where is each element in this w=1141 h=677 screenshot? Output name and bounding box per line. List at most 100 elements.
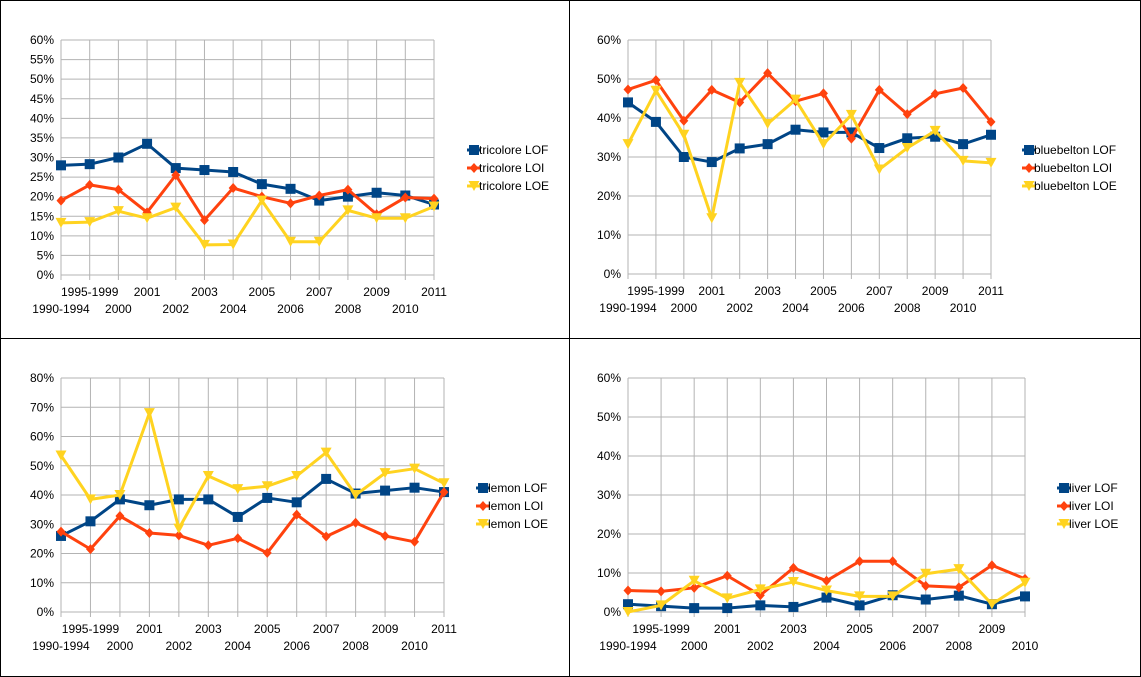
legend: tricolore LOF tricolore LOI tricolore LOE [467, 143, 549, 193]
x-tick-label: 2004 [224, 639, 251, 653]
data-point [85, 544, 95, 555]
x-tick-label: 2001 [714, 622, 741, 636]
chart-tricolore: 0% 5% 10% 15% 20% 25% 30% 35% 40% 45% 50% 55% 60% 199… [30, 33, 549, 316]
series-LOI [623, 556, 1030, 601]
data-point [174, 530, 184, 541]
y-tick-label: 80% [30, 371, 54, 385]
x-tick-label: 2004 [782, 301, 809, 315]
y-tick-label: 45% [30, 92, 54, 106]
data-point [688, 575, 700, 586]
legend-label: lemon LOE [488, 517, 548, 531]
series-LOE [622, 77, 997, 224]
legend-marker [468, 181, 480, 191]
legend-marker [478, 483, 488, 493]
series-LOE [55, 408, 450, 534]
x-tick-label: 2001 [136, 622, 163, 636]
y-tick-label: 10% [30, 229, 54, 243]
y-tick-label: 50% [597, 72, 621, 86]
x-tick-label: 2004 [813, 639, 840, 653]
data-point [203, 540, 213, 551]
data-point [113, 184, 123, 195]
data-point [351, 517, 361, 528]
data-point [371, 187, 382, 198]
data-point [722, 570, 732, 581]
data-point [678, 152, 689, 162]
x-tick-label: 2010 [401, 639, 428, 653]
y-tick-label: 50% [597, 410, 621, 424]
y-tick-label: 0% [37, 268, 55, 282]
x-tick-label: 2005 [846, 622, 873, 636]
data-point [788, 601, 799, 612]
data-point [845, 109, 857, 120]
data-point [439, 487, 449, 498]
data-point [379, 468, 391, 479]
data-point [84, 217, 96, 228]
data-point [321, 473, 332, 484]
data-point [1019, 577, 1031, 588]
x-tick-label: 2009 [922, 284, 949, 298]
data-point [438, 478, 450, 489]
data-point [286, 198, 296, 209]
legend-marker [469, 163, 479, 173]
x-tick-label: 2000 [107, 639, 134, 653]
series-line [59, 411, 445, 531]
data-point [930, 131, 941, 142]
data-point [920, 594, 931, 605]
data-point [141, 213, 153, 224]
x-tick-label: 2002 [165, 639, 192, 653]
chart-liver: 0% 10% 20% 30% 40% 50% 60% 1990-1994 1995-1999 20… [597, 371, 1118, 653]
data-point [261, 481, 273, 492]
data-point [291, 470, 303, 481]
data-point [233, 533, 243, 544]
series-line [626, 81, 992, 220]
data-point [722, 603, 733, 614]
y-tick-label: 50% [30, 459, 54, 473]
legend-label: bluebelton LOE [1034, 179, 1117, 193]
y-tick-label: 0% [37, 605, 55, 619]
data-point [689, 603, 700, 614]
x-tick-label: 2006 [838, 301, 865, 315]
data-point [734, 77, 746, 88]
data-point [679, 115, 689, 126]
data-point [171, 170, 181, 181]
series-LOE [622, 564, 1031, 617]
data-point [986, 129, 996, 140]
series-LOF [623, 590, 1030, 614]
x-tick-label: 1990-1994 [599, 301, 657, 315]
x-tick-label: 1990-1994 [32, 302, 90, 316]
data-point [985, 157, 997, 168]
x-tick-label: 2008 [894, 301, 921, 315]
series-line [60, 199, 435, 247]
data-point [763, 68, 773, 79]
chart-panel-tricolore: 0% 5% 10% 15% 20% 25% 30% 35% 40% 45% 50% 55% 60% 199… [0, 0, 570, 339]
y-tick-label: 20% [597, 189, 621, 203]
data-point [818, 127, 829, 138]
x-tick-label: 2002 [162, 302, 189, 316]
data-point [313, 236, 325, 247]
x-tick-label: 2007 [912, 622, 939, 636]
legend-marker [1059, 501, 1069, 511]
x-tick-label: 2008 [342, 639, 369, 653]
legend-label: lemon LOI [488, 499, 543, 513]
data-point [954, 582, 964, 593]
legend-label: lemon LOF [488, 481, 547, 495]
data-point [199, 215, 209, 226]
x-tick-label: 2009 [363, 285, 390, 299]
y-tick-label: 20% [597, 527, 621, 541]
data-point [790, 94, 802, 105]
chart-panel-bluebelton: 0% 10% 20% 30% 40% 50% 60% 1990-1994 1995-1999 20… [570, 0, 1141, 339]
data-point [707, 84, 717, 95]
y-tick-label: 30% [30, 517, 54, 531]
data-point [56, 160, 66, 171]
data-point [788, 562, 798, 573]
data-point [143, 408, 155, 419]
data-point [678, 129, 690, 140]
data-point [285, 236, 297, 247]
data-point [256, 179, 267, 190]
data-point [622, 607, 634, 617]
x-tick-label: 1995-1999 [632, 622, 690, 636]
data-point [84, 159, 95, 170]
data-point [721, 593, 733, 604]
data-point [650, 116, 661, 127]
legend: liver LOF liver LOI liver LOE [1057, 481, 1118, 531]
